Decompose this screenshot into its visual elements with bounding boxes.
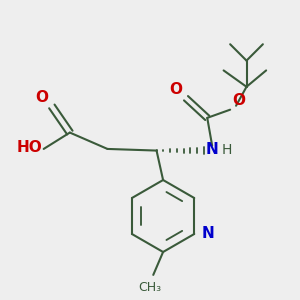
Text: H: H xyxy=(222,143,232,157)
Text: N: N xyxy=(206,142,218,158)
Text: N: N xyxy=(202,226,214,242)
Text: O: O xyxy=(170,82,183,97)
Text: O: O xyxy=(35,90,48,105)
Text: O: O xyxy=(232,93,245,108)
Text: HO: HO xyxy=(16,140,42,155)
Text: CH₃: CH₃ xyxy=(138,281,162,294)
